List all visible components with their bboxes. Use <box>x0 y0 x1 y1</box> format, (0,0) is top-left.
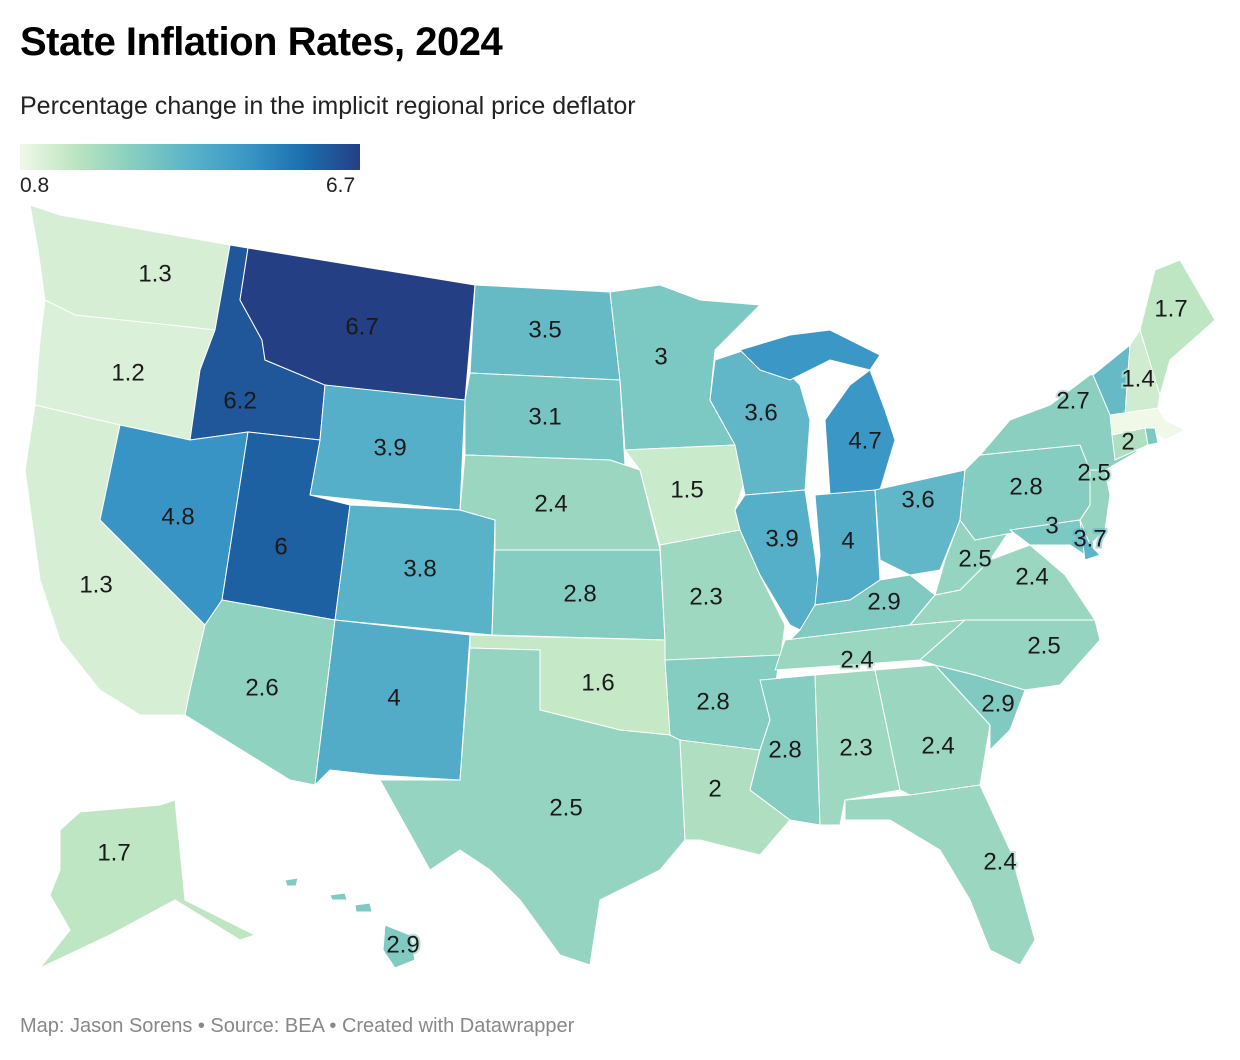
state-il[interactable] <box>734 489 821 631</box>
state-value-label-nj: 2.5 <box>1077 459 1110 486</box>
state-value-label-ia: 1.5 <box>670 476 703 503</box>
state-value-label-ga: 2.4 <box>921 732 954 759</box>
state-value-label-wi: 3.6 <box>744 399 777 426</box>
state-de[interactable] <box>1079 519 1101 561</box>
state-hi[interactable] <box>354 902 373 913</box>
state-value-label-ut: 6 <box>274 533 287 560</box>
state-value-label-ms: 2.8 <box>768 736 801 763</box>
state-value-label-ny: 2.7 <box>1056 387 1089 414</box>
state-value-label-de: 3.7 <box>1073 525 1106 552</box>
state-value-label-ks: 2.8 <box>563 580 596 607</box>
state-value-label-nm: 4 <box>387 684 400 711</box>
state-value-label-md: 3 <box>1045 512 1058 539</box>
state-value-label-mo: 2.3 <box>689 583 722 610</box>
state-value-label-ak: 1.7 <box>97 839 130 866</box>
state-value-label-in: 4 <box>841 527 854 554</box>
state-value-label-mi: 4.7 <box>848 427 881 454</box>
state-value-label-nv: 4.8 <box>161 503 194 530</box>
state-value-label-nh: 1.4 <box>1121 365 1154 392</box>
legend-min-label: 0.8 <box>20 174 50 197</box>
footer-credits: Map: Jason Sorens • Source: BEA • Create… <box>20 1015 575 1037</box>
state-me[interactable] <box>1139 259 1216 397</box>
state-ak[interactable] <box>39 799 257 969</box>
state-value-label-mn: 3 <box>654 343 667 370</box>
state-nj[interactable] <box>1079 469 1111 546</box>
state-value-label-co: 3.8 <box>403 555 436 582</box>
state-value-label-nd: 3.5 <box>528 316 561 343</box>
state-value-label-ar: 2.8 <box>696 688 729 715</box>
state-nh[interactable] <box>1124 328 1161 416</box>
state-oh[interactable] <box>874 469 966 576</box>
state-value-label-tn: 2.4 <box>840 646 873 673</box>
state-hi[interactable] <box>329 892 348 901</box>
state-value-label-la: 2 <box>708 775 721 802</box>
state-value-label-or: 1.2 <box>111 359 144 386</box>
state-value-label-id: 6.2 <box>223 387 256 414</box>
chart-subtitle: Percentage change in the implicit region… <box>20 92 636 120</box>
state-value-label-mt: 6.7 <box>345 313 378 340</box>
state-ri[interactable] <box>1144 427 1159 446</box>
state-value-label-ct: 2 <box>1121 428 1134 455</box>
state-mi[interactable] <box>739 329 881 381</box>
state-value-label-fl: 2.4 <box>983 848 1016 875</box>
state-value-label-va: 2.4 <box>1015 563 1048 590</box>
chart-title: State Inflation Rates, 2024 <box>20 20 503 64</box>
state-hi[interactable] <box>284 877 299 887</box>
state-fl[interactable] <box>844 784 1036 966</box>
state-value-label-ky: 2.9 <box>867 588 900 615</box>
state-value-label-wa: 1.3 <box>138 260 171 287</box>
state-co[interactable] <box>334 504 496 636</box>
state-value-label-ne: 2.4 <box>534 490 567 517</box>
state-value-label-ca: 1.3 <box>79 571 112 598</box>
state-value-label-pa: 2.8 <box>1009 473 1042 500</box>
legend-max-label: 6.7 <box>326 174 356 197</box>
state-value-label-hi: 2.9 <box>386 931 419 958</box>
state-hi[interactable] <box>382 924 416 969</box>
state-value-label-il: 3.9 <box>765 525 798 552</box>
state-value-label-me: 1.7 <box>1154 295 1187 322</box>
state-mn[interactable] <box>609 284 762 451</box>
state-value-label-wv: 2.5 <box>958 545 991 572</box>
state-value-label-nc: 2.5 <box>1027 632 1060 659</box>
state-tx[interactable] <box>379 647 686 966</box>
state-value-label-tx: 2.5 <box>549 794 582 821</box>
state-value-label-al: 2.3 <box>839 734 872 761</box>
state-value-label-ok: 1.6 <box>581 669 614 696</box>
state-value-label-oh: 3.6 <box>901 486 934 513</box>
state-value-label-az: 2.6 <box>245 674 278 701</box>
state-value-label-sd: 3.1 <box>528 403 561 430</box>
state-value-label-sc: 2.9 <box>981 690 1014 717</box>
color-legend-bar <box>20 144 360 170</box>
state-value-label-wy: 3.9 <box>373 434 406 461</box>
state-wy[interactable] <box>309 384 466 511</box>
